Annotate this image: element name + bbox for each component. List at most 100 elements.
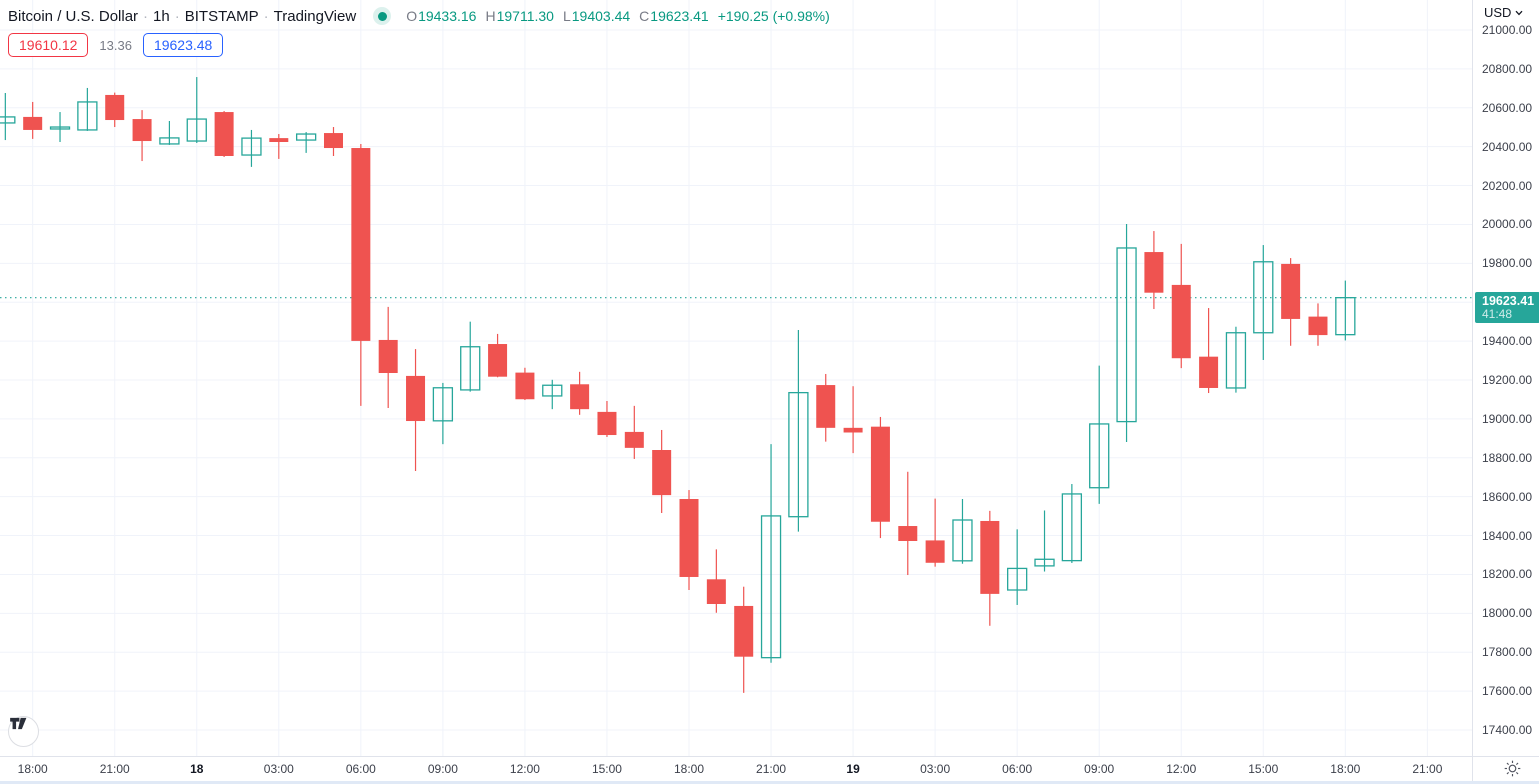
window-bottom-edge <box>0 781 1539 784</box>
low-value: 19403.44 <box>571 8 631 24</box>
candle[interactable] <box>186 77 207 143</box>
candle[interactable] <box>570 371 590 415</box>
candle[interactable] <box>597 401 617 437</box>
price-axis-label: 20000.00 <box>1482 217 1533 232</box>
price-axis[interactable]: USD 21000.00 20800.00 20600.00 20400.00 2020… <box>1472 0 1539 756</box>
candlestick-chart[interactable] <box>0 0 1472 756</box>
candle[interactable] <box>624 405 644 459</box>
candle[interactable] <box>515 367 535 401</box>
candle-body <box>214 112 234 156</box>
candle[interactable] <box>0 93 16 141</box>
legend-separator: · <box>263 7 269 25</box>
sell-button[interactable]: 19610.12 <box>8 33 89 57</box>
candle-body <box>460 346 481 391</box>
candle[interactable] <box>295 132 317 153</box>
candle[interactable] <box>351 143 371 406</box>
candle-body <box>843 427 863 433</box>
candle[interactable] <box>788 330 809 532</box>
interval-label[interactable]: 1h <box>153 7 170 25</box>
candle[interactable] <box>432 382 454 445</box>
candle[interactable] <box>679 490 699 590</box>
candle[interactable] <box>1034 510 1055 572</box>
chart-plot-area[interactable]: Bitcoin / U.S. Dollar · 1h · BITSTAMP · … <box>0 0 1472 756</box>
candle[interactable] <box>1144 231 1164 310</box>
candle[interactable] <box>898 471 918 576</box>
candle[interactable] <box>1199 308 1219 394</box>
candle[interactable] <box>269 134 289 159</box>
candle[interactable] <box>132 110 152 162</box>
candle[interactable] <box>214 111 234 157</box>
time-axis-label: 15:00 <box>1248 762 1279 776</box>
candle[interactable] <box>1253 245 1274 360</box>
candle[interactable] <box>652 429 672 513</box>
candle[interactable] <box>241 129 262 167</box>
candle[interactable] <box>980 510 1000 626</box>
candle-body <box>159 137 180 145</box>
candle[interactable] <box>406 349 426 471</box>
candle[interactable] <box>1225 326 1247 393</box>
time-axis-label: 12:00 <box>1166 762 1197 776</box>
candle[interactable] <box>1308 303 1328 346</box>
candle-body <box>1144 252 1164 293</box>
candle-body <box>870 426 890 522</box>
open-label: O <box>406 8 418 24</box>
candle[interactable] <box>1335 280 1356 341</box>
candle[interactable] <box>323 127 343 156</box>
candle-body <box>406 375 426 422</box>
currency-dropdown[interactable]: USD <box>1484 5 1523 20</box>
candle[interactable] <box>1116 224 1137 443</box>
candle-body <box>1089 423 1110 489</box>
candle[interactable] <box>1061 484 1083 563</box>
exchange-label[interactable]: BITSTAMP <box>184 7 259 25</box>
candle[interactable] <box>542 379 563 410</box>
symbol-title[interactable]: Bitcoin / U.S. Dollar <box>8 7 139 25</box>
candle[interactable] <box>706 549 726 613</box>
candle-body <box>1034 558 1055 567</box>
candle[interactable] <box>870 416 890 539</box>
candle[interactable] <box>843 386 863 454</box>
time-axis-label: 18:00 <box>1330 762 1361 776</box>
candle[interactable] <box>925 498 945 567</box>
price-axis-label: 19200.00 <box>1482 373 1533 387</box>
spread-value: 13.36 <box>99 37 132 53</box>
last-price-tag: 19623.41 41:48 <box>1475 292 1539 323</box>
time-axis-label: 06:00 <box>1002 762 1033 776</box>
candle[interactable] <box>1281 258 1301 346</box>
candle-body <box>378 339 398 373</box>
candle[interactable] <box>1007 529 1028 605</box>
time-axis-label: 15:00 <box>591 762 622 776</box>
market-status-icon[interactable] <box>372 6 392 26</box>
candle-body <box>734 605 754 657</box>
bar-countdown: 41:48 <box>1482 307 1513 321</box>
candle-body <box>760 515 782 659</box>
candle[interactable] <box>460 321 481 392</box>
candle[interactable] <box>1171 243 1191 369</box>
settings-gear-icon[interactable] <box>1503 759 1522 778</box>
candle[interactable] <box>760 444 782 663</box>
candle[interactable] <box>159 121 180 145</box>
candle-body <box>1116 247 1137 423</box>
candle-body <box>488 344 508 377</box>
chart-legend: Bitcoin / U.S. Dollar · 1h · BITSTAMP · … <box>8 6 830 26</box>
open-value: 19433.16 <box>418 8 477 24</box>
candle[interactable] <box>952 499 973 564</box>
time-axis-label: 09:00 <box>427 762 458 776</box>
price-axis-label: 17400.00 <box>1482 723 1533 737</box>
buy-button[interactable]: 19623.48 <box>142 33 224 57</box>
time-axis-date-label: 18 <box>190 762 204 776</box>
candle[interactable] <box>816 373 836 442</box>
candle-body <box>816 385 836 428</box>
tradingview-logo[interactable] <box>8 716 39 747</box>
time-axis-label: 18:00 <box>17 762 48 776</box>
candle[interactable] <box>23 101 43 139</box>
candle[interactable] <box>49 112 71 142</box>
price-axis-label: 20600.00 <box>1482 100 1533 115</box>
candle[interactable] <box>378 306 398 408</box>
candle[interactable] <box>105 92 125 128</box>
candle[interactable] <box>77 87 98 131</box>
candle[interactable] <box>734 586 754 693</box>
time-axis-label: 06:00 <box>345 762 376 776</box>
candle[interactable] <box>488 333 508 378</box>
candle[interactable] <box>1089 365 1110 504</box>
time-axis[interactable]: 18:00 21:00 18 03:00 06:00 09:00 12:00 15:00 18:… <box>0 756 1539 781</box>
